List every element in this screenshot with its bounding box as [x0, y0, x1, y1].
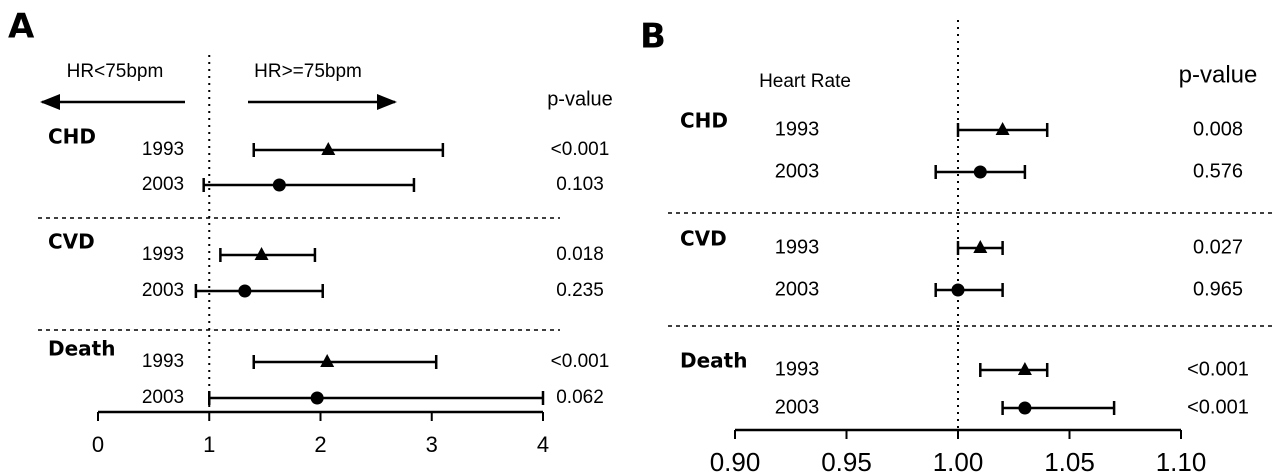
p-value: 0.008 [1193, 118, 1243, 140]
point-estimate [1018, 401, 1032, 415]
x-tick-label: 0.95 [821, 447, 872, 476]
point-estimate [951, 283, 965, 297]
p-value: 0.103 [556, 174, 604, 195]
row-label: 1993 [775, 358, 820, 380]
x-tick-label: 3 [426, 432, 438, 457]
x-tick-label: 1.00 [933, 447, 984, 476]
group-label: CHD [48, 125, 96, 149]
row-label: 2003 [142, 280, 184, 301]
p-value: 0.235 [556, 280, 604, 301]
p-value: 0.027 [1193, 236, 1243, 258]
x-tick-label: 4 [537, 432, 549, 457]
p-value: 0.018 [556, 244, 604, 265]
p-value-header: p-value [1179, 61, 1258, 88]
annotation: HR<75bpm [67, 61, 164, 82]
x-tick-label: 0 [92, 432, 104, 457]
panel-label: B [640, 17, 666, 57]
point-estimate [973, 240, 988, 253]
point-estimate [995, 122, 1010, 135]
row-label: 2003 [775, 278, 820, 300]
p-value: 0.576 [1193, 160, 1243, 182]
p-value: <0.001 [1187, 358, 1249, 380]
p-value: <0.001 [1187, 396, 1249, 418]
p-value: <0.001 [551, 351, 610, 372]
point-estimate [973, 165, 987, 179]
row-label: 1993 [775, 118, 820, 140]
point-estimate [320, 354, 335, 367]
row-label: 2003 [775, 396, 820, 418]
p-value: 0.062 [556, 387, 604, 408]
group-label: Death [680, 349, 747, 373]
row-label: 1993 [142, 244, 184, 265]
point-estimate [1017, 362, 1032, 375]
x-tick-label: 1.05 [1044, 447, 1095, 476]
group-label: Death [48, 337, 115, 361]
point-estimate [272, 178, 286, 192]
panel-label: A [8, 7, 35, 47]
row-label: 1993 [142, 139, 184, 160]
row-label: 2003 [142, 387, 184, 408]
row-label: 2003 [775, 160, 820, 182]
point-estimate [310, 391, 324, 405]
group-label: CHD [680, 109, 728, 133]
row-label: 1993 [775, 236, 820, 258]
point-estimate [238, 284, 252, 298]
row-label: 1993 [142, 351, 184, 372]
x-tick-label: 1 [203, 432, 215, 457]
x-tick-label: 1.10 [1156, 447, 1207, 476]
point-estimate [254, 247, 269, 260]
row-label: 2003 [142, 174, 184, 195]
group-label: CVD [48, 230, 95, 254]
x-tick-label: 2 [314, 432, 326, 457]
p-value-header: p-value [547, 88, 613, 110]
p-value: 0.965 [1193, 278, 1243, 300]
point-estimate [321, 142, 336, 155]
annotation: HR>=75bpm [254, 61, 362, 82]
group-label: CVD [680, 227, 727, 251]
annotation: Heart Rate [759, 71, 851, 92]
p-value: <0.001 [551, 139, 610, 160]
x-tick-label: 0.90 [710, 447, 761, 476]
